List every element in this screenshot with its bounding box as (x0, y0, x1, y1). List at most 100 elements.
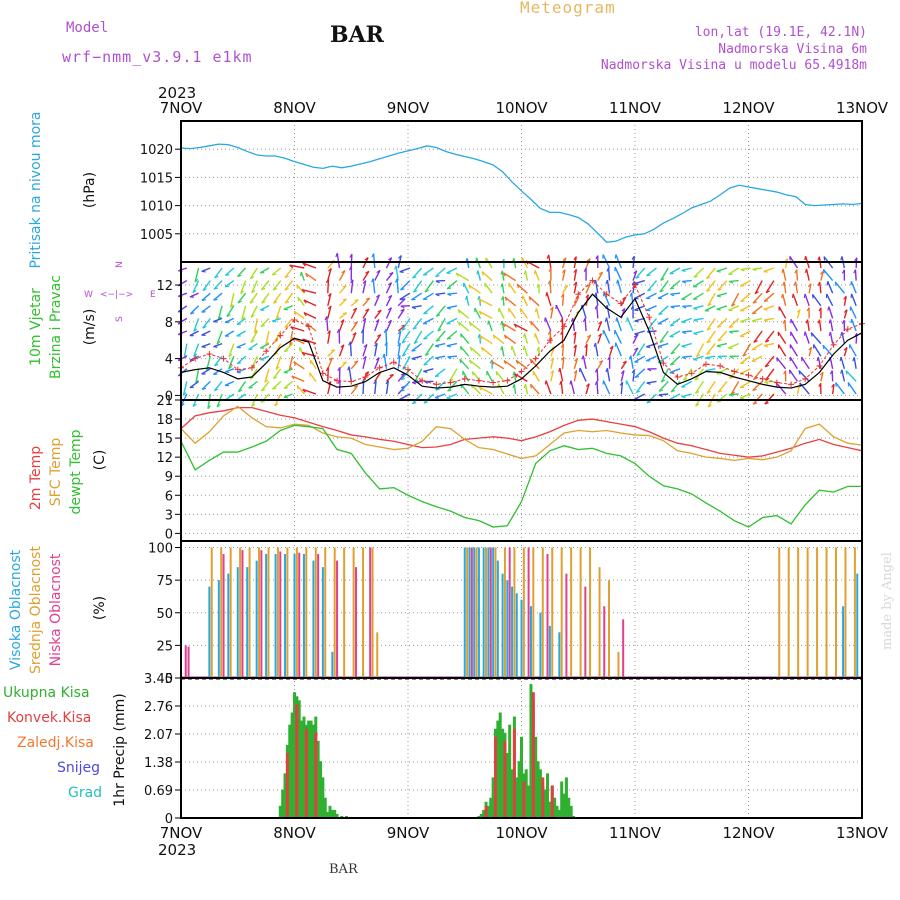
wind-arrow-head (469, 346, 473, 352)
wind-arrow (764, 317, 775, 321)
wind-arrow-head (446, 337, 452, 340)
wind-arrow-head (752, 402, 758, 405)
wind-arrow-head (740, 268, 745, 272)
wind-arrow-head (817, 319, 821, 324)
wind-arrow-head (807, 283, 812, 288)
wind-arrow (374, 270, 381, 281)
wind-arrow (777, 344, 787, 357)
wind-arrow (585, 258, 591, 269)
wind-arrow (740, 317, 751, 323)
precip-total-bar (524, 769, 528, 818)
wind-arrow (784, 319, 787, 332)
wind-arrow (585, 334, 592, 344)
wind-arrow-head (478, 298, 482, 303)
compass-n-label: N (115, 261, 125, 268)
wind-arrow-head (806, 307, 810, 312)
wind-arrow (634, 330, 645, 335)
wind-arrow-head (845, 370, 848, 375)
wind-arrow (182, 381, 188, 396)
wind-arrow (511, 345, 517, 357)
precip-total-bar (553, 797, 557, 818)
wind-arrow-head (202, 325, 207, 329)
wind-arrow (594, 342, 599, 357)
wind-arrow-head (523, 270, 526, 275)
wind-arrow-head (327, 267, 332, 272)
wind-arrow (777, 331, 787, 344)
wind-arrow (660, 267, 669, 281)
wind-arrow (549, 280, 552, 294)
wind-arrow-head (536, 346, 540, 351)
wind-arrow-head (293, 310, 297, 316)
wind-arrow (271, 267, 282, 276)
wind-arrow (309, 372, 317, 382)
wind-arrow (573, 344, 577, 357)
wind-arrow-head (811, 294, 814, 299)
wind-arrow (339, 298, 348, 307)
wind-arrow-head (853, 269, 856, 274)
wind-arrow (594, 279, 599, 294)
wind-arrow-head (353, 360, 359, 363)
compass-s-label: S (115, 316, 125, 322)
wind-arrow-head (805, 319, 809, 324)
wind-arrow-head (523, 333, 526, 338)
wind-arrow (414, 368, 423, 383)
wind-arrow-head (193, 328, 198, 332)
precip-convective-bar (503, 740, 507, 818)
wind-arrow (350, 307, 358, 319)
wind-arrow-head (670, 306, 675, 309)
wind-arrow (350, 360, 359, 370)
wind-arrow-head (238, 389, 243, 393)
wind-arrow-head (574, 357, 578, 362)
wind-arrow (201, 380, 211, 390)
wind-arrow (503, 272, 517, 282)
wind-arrow-head (550, 357, 554, 362)
wind-arrow (397, 342, 401, 357)
wind-arrow (469, 346, 481, 357)
wind-arrow (764, 393, 775, 405)
wind-arrow (236, 368, 246, 374)
wind-arrow (289, 330, 294, 346)
wind-arrow (659, 280, 669, 293)
wind-arrow (783, 281, 787, 294)
wind-arrow-head (192, 289, 197, 294)
wind-arrow (635, 267, 646, 279)
wind-arrow (508, 282, 517, 294)
wind-arrow-head (628, 355, 632, 360)
wind-arrow (327, 330, 331, 344)
wind-arrow (435, 355, 446, 359)
wind-arrow-head (549, 306, 554, 311)
wind-arrow (283, 380, 293, 389)
wind-arrow-head (401, 340, 406, 344)
wind-arrow-head (783, 370, 787, 375)
wind-arrow-head (706, 340, 712, 344)
precip-total-bar (520, 736, 523, 818)
precip-total-bar (278, 805, 282, 818)
compass-e-label: E (150, 290, 156, 300)
wind-arrow (532, 370, 540, 382)
wind-arrow-head (342, 361, 347, 364)
wind-arrow-head (435, 345, 440, 348)
wind-arrow-head (705, 357, 710, 360)
wind-arrow-head (213, 287, 219, 290)
wind-arrow-head (634, 347, 639, 351)
pressure-axis-title: Pritisak na nivou mora (28, 111, 44, 268)
wind-arrow (513, 258, 517, 269)
wind-arrow (462, 370, 470, 382)
precip-convective-bar (541, 777, 545, 818)
wind-arrow-head (850, 319, 853, 324)
wind-arrow (602, 380, 611, 395)
wind-arrow-head (563, 284, 568, 288)
y-tick-label-precip: 2.07 (144, 728, 173, 743)
wind-arrow (573, 370, 578, 382)
wind-arrow-head (605, 368, 608, 373)
wind-arrow (250, 330, 258, 343)
wind-arrow (177, 355, 188, 362)
wind-arrow-head (816, 357, 819, 362)
wind-arrow-head (388, 257, 393, 261)
wind-arrow-head (633, 334, 638, 338)
wind-arrow-head (512, 371, 515, 376)
wind-arrow (704, 305, 716, 312)
wind-arrow (264, 368, 270, 383)
precip-total-bar (501, 728, 505, 818)
wind-arrow (820, 371, 824, 382)
